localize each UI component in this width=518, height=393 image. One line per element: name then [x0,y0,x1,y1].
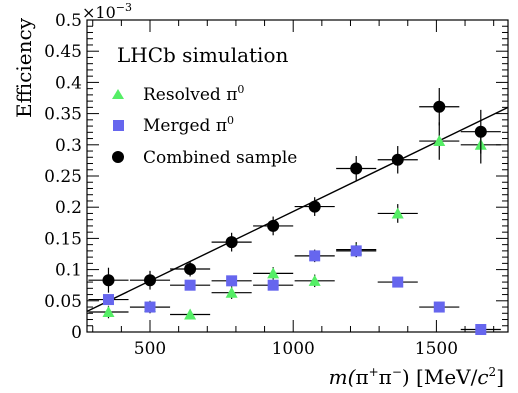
x-tick-label: 1000 [272,339,315,359]
y-tick-label: 0.25 [44,167,82,187]
merged-point [144,301,156,313]
y-tick-label: 0.05 [44,292,82,312]
merged-point [433,301,445,313]
y-tick-label: 0 [71,323,82,343]
combined-sample-point [350,162,363,175]
combined-sample-point [433,100,446,113]
plot-area: 500 1000 1500 0 0.05 0.1 0.15 0.2 0.25 0.3 0.35 0.4… [44,11,509,359]
y-tick-label: 0.35 [44,105,82,125]
merged-point [267,279,279,291]
y-tick-label: 0.2 [55,198,82,218]
x-axis-label: m(π+π−) [MeV/c2] [329,365,504,389]
y-tick-label: 0.4 [55,73,82,93]
y-tick-label: 0.45 [44,42,82,62]
combined-sample-point [184,262,197,275]
merged-point [350,245,362,257]
merged-point [475,324,487,336]
legend-combined-label: Combined sample [143,148,297,168]
resolved-point [308,274,321,286]
x-tick-label: 1500 [415,339,458,359]
legend-resolved-marker [112,89,124,99]
legend-merged-marker [113,120,124,131]
lhcb-annotation: LHCb simulation [117,43,288,67]
resolved-point [267,267,280,279]
x-tick-label: 500 [134,339,166,359]
combined-sample-point [474,125,487,138]
merged-point [102,294,114,306]
resolved-point [102,306,115,318]
legend-combined-marker [112,151,124,163]
combined-sample-point [267,219,280,232]
legend-merged-label: Merged π0 [143,114,234,136]
y-tick-label: 0.1 [55,261,82,281]
merged-point [309,250,321,262]
combined-sample-point [144,274,157,287]
resolved-point [184,308,197,320]
combined-sample-point [225,236,238,249]
combined-sample-point [308,200,321,213]
legend-resolved-label: Resolved π0 [143,83,244,105]
resolved-point [433,135,446,147]
merged-point [392,276,404,288]
y-tick-label: 0.5 [55,11,82,31]
resolved-point [225,286,238,298]
combined-sample-point [391,153,404,166]
y-tick-label: 0.15 [44,229,82,249]
merged-point [184,279,196,291]
y-multiplier: ×10−3 [82,1,132,22]
y-axis-label: Efficiency [12,17,36,118]
combined-sample-point [102,274,115,287]
resolved-point [391,207,404,219]
merged-point [226,275,238,287]
y-tick-label: 0.3 [55,136,82,156]
legend: Resolved π0 Merged π0 Combined sample [112,83,297,168]
